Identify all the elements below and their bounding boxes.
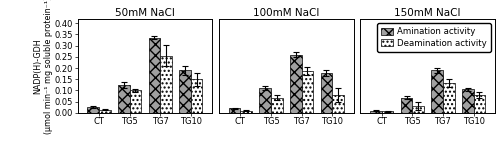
Bar — [320, 73, 332, 113]
Bar — [370, 111, 382, 113]
Legend: Amination activity, Deamination activity: Amination activity, Deamination activity — [377, 23, 490, 52]
Bar — [443, 83, 454, 113]
Bar — [240, 111, 252, 113]
Bar — [271, 98, 282, 113]
Bar — [332, 95, 344, 113]
Bar — [228, 109, 240, 113]
Bar — [290, 54, 302, 113]
Bar — [179, 70, 191, 113]
Bar — [148, 38, 160, 113]
Bar — [412, 106, 424, 113]
Title: 100mM NaCl: 100mM NaCl — [253, 8, 320, 18]
Bar — [400, 98, 412, 113]
Bar — [118, 85, 130, 113]
Bar — [462, 89, 473, 113]
Bar — [130, 91, 141, 113]
Bar — [302, 71, 313, 113]
Bar — [432, 70, 443, 113]
Bar — [88, 107, 99, 113]
Bar — [474, 95, 485, 113]
Title: 50mM NaCl: 50mM NaCl — [115, 8, 175, 18]
Bar — [260, 88, 271, 113]
Bar — [382, 111, 394, 113]
Y-axis label: NADP(H)-GDH
(μmol min⁻¹ mg soluble protein⁻¹): NADP(H)-GDH (μmol min⁻¹ mg soluble prote… — [34, 0, 54, 134]
Bar — [99, 110, 110, 113]
Bar — [191, 79, 202, 113]
Title: 150mM NaCl: 150mM NaCl — [394, 8, 461, 18]
Bar — [160, 56, 172, 113]
